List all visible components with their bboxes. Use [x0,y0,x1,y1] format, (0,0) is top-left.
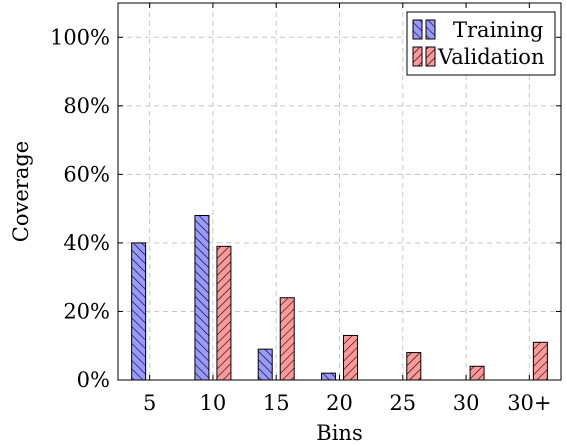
legend-entry-validation: Validation [412,45,544,69]
bar-training-10 [194,214,210,381]
y-tick-label: 60% [63,162,110,186]
y-axis-label: Coverage [9,141,33,242]
x-axis-label: Bins [316,421,362,445]
bar-validation-15 [279,297,295,381]
bar-validation-10 [216,245,232,381]
y-tick-label: 100% [50,25,110,49]
bar-validation-30 [469,365,485,381]
y-tick-label: 80% [63,94,110,118]
legend-entry-training: Training [412,18,544,42]
legend-swatch [425,46,436,67]
legend: Training Validation [406,11,556,76]
x-tick-label: 20 [326,391,353,415]
legend-swatch [425,19,436,40]
bar-training-15 [257,348,273,381]
bar-validation-25 [406,352,422,381]
legend-label: Validation [437,45,544,69]
x-tick-label: 25 [389,391,416,415]
x-tick-label: 15 [263,391,290,415]
legend-label: Training [453,18,544,42]
x-tick-label: 10 [200,391,227,415]
bar-validation-30+ [532,341,548,381]
y-tick-label: 20% [63,299,110,323]
bar-training-20 [321,372,336,381]
x-tick-label: 30+ [507,391,551,415]
x-tick-label: 5 [143,391,156,415]
legend-swatch [412,19,423,40]
x-tick-labels: 5 10 15 20 25 30 30+ [143,391,552,415]
bar-training-5 [131,242,147,381]
y-tick-label: 0% [77,368,110,392]
bar-validation-20 [343,334,358,381]
tick-marks [118,3,561,381]
x-tick-label: 30 [453,391,480,415]
legend-swatch [412,46,423,67]
y-tick-label: 40% [63,231,110,255]
y-tick-labels: 0% 20% 40% 60% 80% 100% [50,25,110,392]
